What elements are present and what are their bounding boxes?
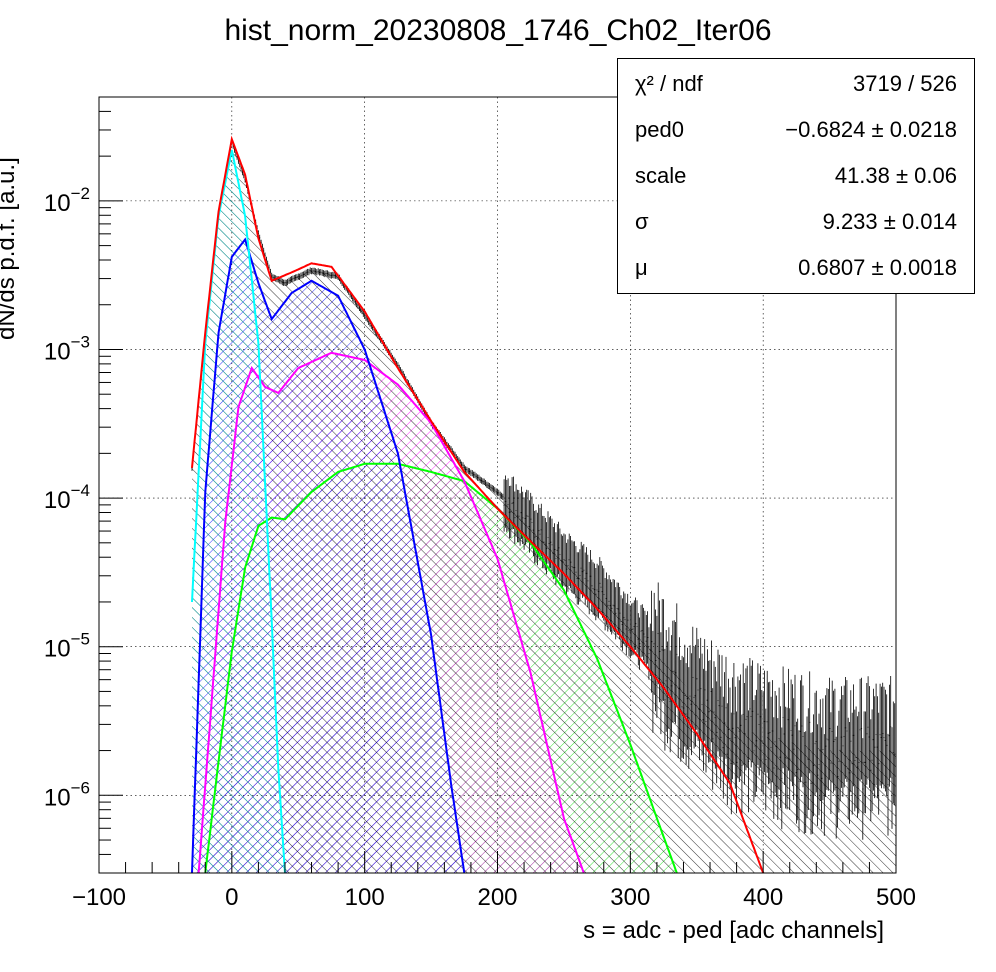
1-photoelectron-curve [191, 237, 466, 873]
stat-value: −0.6824 ± 0.0218 [785, 117, 957, 142]
x-tick-label: 500 [876, 884, 916, 911]
chart-title: hist_norm_20230808_1746_Ch02_Iter06 [224, 14, 772, 47]
stat-row: χ² / ndf 3719 / 526 [618, 59, 974, 105]
data-histogram-fill [192, 141, 896, 873]
2-photoelectron-curve [197, 351, 585, 873]
series-fills [192, 141, 896, 873]
stat-row: σ 9.233 ± 0.014 [618, 197, 974, 243]
stat-name: χ² / ndf [635, 71, 703, 96]
stat-row: scale 41.38 ± 0.06 [618, 151, 974, 197]
stat-name: μ [635, 255, 648, 280]
x-axis-label: s = adc - ped [adc channels] [583, 917, 884, 944]
y-tick-label: 10−3 [44, 332, 90, 365]
axis-ticks [98, 96, 897, 874]
fit-statistics-box: χ² / ndf 3719 / 526 ped0 −0.6824 ± 0.0218 sc… [617, 58, 975, 294]
y-tick-label: 10−2 [44, 184, 90, 217]
x-tick-label: 400 [743, 884, 783, 911]
x-tick-label: 0 [225, 884, 238, 911]
total-fit-curve [191, 135, 765, 873]
fit-curves [191, 135, 765, 873]
stat-row: ped0 −0.6824 ± 0.0218 [618, 105, 974, 151]
y-tick-label: 10−6 [44, 778, 90, 811]
stat-row: μ 0.6807 ± 0.0018 [618, 243, 974, 289]
y-tick-label: 10−4 [44, 481, 90, 514]
y-axis-label: dN/ds p.d.f. [a.u.] [0, 157, 20, 340]
stat-value: 0.6807 ± 0.0018 [798, 255, 957, 280]
x-tick-label: 200 [477, 884, 517, 911]
x-tick-label: 300 [610, 884, 650, 911]
x-tick-label: 100 [345, 884, 385, 911]
stat-name: scale [635, 163, 687, 188]
stat-value: 41.38 ± 0.06 [834, 163, 957, 188]
y-tick-label: 10−5 [44, 630, 90, 663]
stat-value: 3719 / 526 [853, 71, 957, 96]
pedestal-fill [192, 150, 285, 873]
pedestal-curve [191, 149, 286, 873]
tick-labels: −100 0 100 200 300 400 500 10−2 10−3 10−4 10−5 10−6 [44, 184, 916, 911]
stat-name: σ [635, 209, 649, 234]
3-photoelectron-curve [204, 462, 678, 873]
x-tick-label: −100 [72, 884, 126, 911]
stat-name: ped0 [635, 117, 684, 142]
stat-value: 9.233 ± 0.014 [822, 209, 957, 234]
